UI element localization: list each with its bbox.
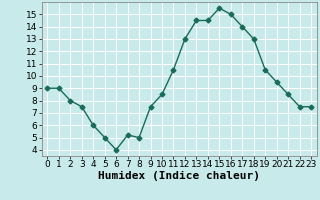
X-axis label: Humidex (Indice chaleur): Humidex (Indice chaleur) [98,171,260,181]
